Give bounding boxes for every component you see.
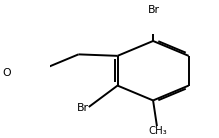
Text: O: O: [2, 68, 11, 78]
Text: Br: Br: [76, 104, 88, 113]
Text: Br: Br: [147, 5, 159, 15]
Text: CH₃: CH₃: [149, 126, 167, 136]
